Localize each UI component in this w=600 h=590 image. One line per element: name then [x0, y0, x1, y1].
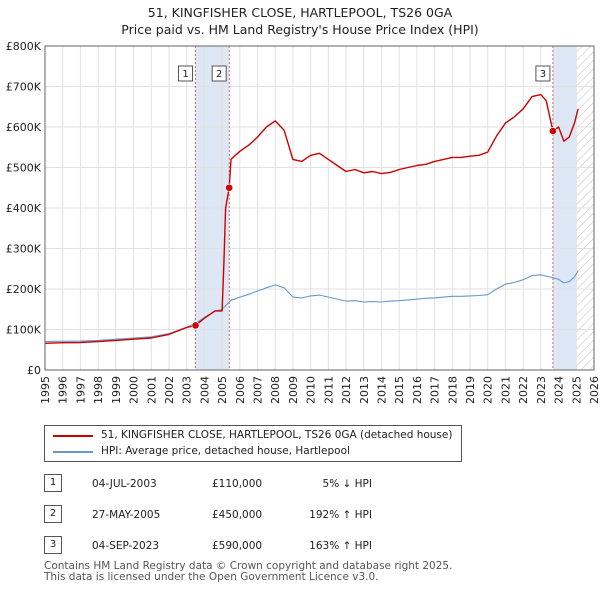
transaction-hpi: 5% ↓ HPI: [322, 478, 372, 490]
footer-line-2: This data is licensed under the Open Gov…: [44, 571, 379, 583]
x-tick-label: 2010: [305, 376, 318, 404]
legend-swatch-property: [53, 435, 93, 437]
x-tick-label: 2005: [216, 376, 229, 404]
x-tick-label: 2003: [181, 376, 194, 404]
x-tick-label: 2008: [269, 376, 282, 404]
x-tick-label: 2000: [128, 376, 141, 404]
chart-title: 51, KINGFISHER CLOSE, HARTLEPOOL, TS26 0…: [147, 5, 453, 20]
x-tick-label: 2009: [287, 376, 300, 404]
sale-label-box: [178, 65, 194, 82]
footer-line-1: Contains HM Land Registry data © Crown c…: [44, 560, 453, 572]
transaction-hpi: 163% ↑ HPI: [309, 540, 372, 552]
y-tick-label: £700K: [6, 81, 42, 94]
x-tick-label: 2006: [234, 376, 247, 404]
x-tick-label: 2014: [375, 376, 388, 404]
y-tick-label: £800K: [6, 40, 42, 53]
x-tick-label: 2025: [570, 376, 583, 404]
chart-title-block: 51, KINGFISHER CLOSE, HARTLEPOOL, TS26 0…: [0, 4, 600, 38]
legend-label-property: 51, KINGFISHER CLOSE, HARTLEPOOL, TS26 0…: [101, 429, 453, 441]
chart-subtitle: Price paid vs. HM Land Registry's House …: [121, 22, 479, 37]
x-tick-label: 2001: [145, 376, 158, 404]
x-tick-label: 1996: [57, 376, 70, 404]
legend-label-hpi: HPI: Average price, detached house, Hart…: [101, 445, 350, 457]
x-tick-label: 2018: [446, 376, 459, 404]
x-tick-label: 2026: [588, 376, 600, 404]
x-tick-label: 2015: [393, 376, 406, 404]
x-tick-label: 1999: [110, 376, 123, 404]
y-tick-label: £300K: [6, 243, 42, 256]
sale-label: 1: [182, 69, 188, 80]
x-tick-label: 1998: [92, 376, 105, 404]
sale-marker: [191, 321, 200, 330]
chart-legend: 51, KINGFISHER CLOSE, HARTLEPOOL, TS26 0…: [44, 425, 462, 462]
transaction-date: 04-SEP-2023: [92, 540, 160, 552]
legend-swatch-hpi: [53, 451, 93, 453]
y-tick-label: £500K: [6, 162, 42, 175]
y-tick-label: £0: [27, 364, 41, 377]
y-tick-label: £600K: [6, 121, 42, 134]
transaction-date: 27-MAY-2005: [92, 509, 161, 521]
x-tick-label: 2016: [411, 376, 424, 404]
x-tick-label: 2004: [198, 376, 211, 404]
sale-label-box: [535, 65, 551, 82]
transaction-price: £450,000: [212, 509, 263, 521]
transaction-price: £110,000: [212, 478, 263, 490]
x-tick-label: 2022: [517, 376, 530, 404]
footer-attribution: Contains HM Land Registry data © Crown c…: [44, 561, 452, 583]
x-tick-label: 2002: [163, 376, 176, 404]
sale-label: 2: [216, 69, 222, 80]
x-tick-label: 2021: [499, 376, 512, 404]
x-tick-label: 1997: [74, 376, 87, 404]
sale-label-box: [211, 65, 227, 82]
x-tick-label: 1995: [39, 376, 52, 404]
sale-label: 3: [540, 69, 546, 80]
sale-marker: [549, 127, 557, 135]
plot-frame: [44, 45, 595, 371]
x-tick-label: 2019: [464, 376, 477, 404]
transaction-hpi: 192% ↑ HPI: [309, 509, 372, 521]
x-tick-label: 2013: [358, 376, 371, 404]
y-tick-label: £200K: [6, 283, 42, 296]
price-chart: 1 2 3 £0 £100K £200K £300K £400K £500K £600K £700…: [6, 40, 600, 404]
transaction-number: 2: [44, 505, 62, 523]
property-price-line: [44, 93, 579, 344]
x-tick-label: 2024: [553, 376, 566, 404]
x-tick-label: 2012: [340, 376, 353, 404]
transaction-number: 3: [44, 536, 62, 554]
transaction-price: £590,000: [212, 540, 263, 552]
transaction-number: 1: [44, 474, 62, 492]
transaction-date: 04-JUL-2003: [92, 478, 157, 490]
y-tick-label: £400K: [6, 202, 42, 215]
x-tick-label: 2023: [535, 376, 548, 404]
x-tick-label: 2007: [252, 376, 265, 404]
x-tick-label: 2011: [322, 376, 335, 404]
x-tick-label: 2017: [429, 376, 442, 404]
y-tick-label: £100K: [6, 324, 42, 337]
x-tick-label: 2020: [482, 376, 495, 404]
sale-marker: [225, 183, 234, 192]
